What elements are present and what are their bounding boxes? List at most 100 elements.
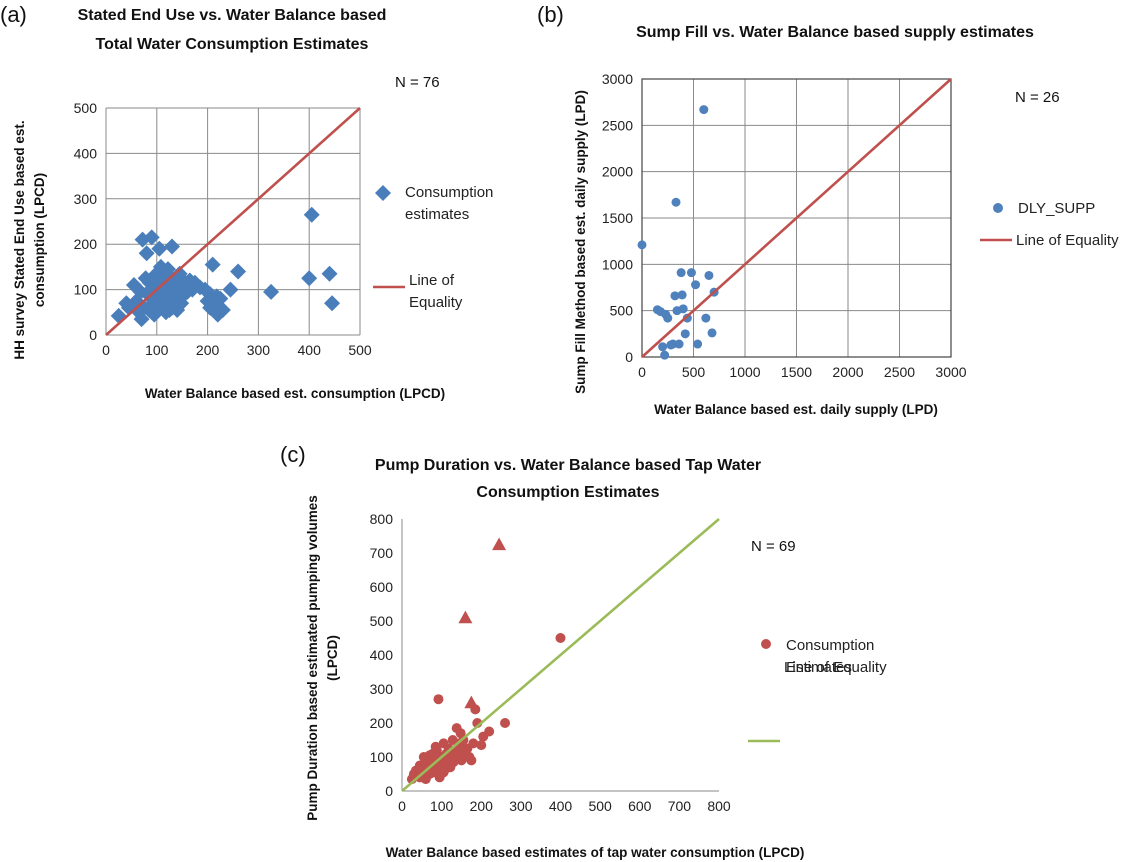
- data-point: [321, 265, 338, 282]
- y-tick-label: 2000: [602, 164, 633, 180]
- chart-title: Consumption Estimates: [476, 484, 659, 501]
- x-tick-label: 100: [430, 798, 454, 814]
- legend-label: Estimates: [786, 659, 852, 676]
- y-tick-label: 300: [74, 191, 98, 207]
- legend-marker-swatch: [761, 639, 771, 649]
- y-tick-label: 400: [370, 647, 394, 663]
- data-point: [652, 305, 662, 315]
- x-tick-label: 400: [549, 798, 573, 814]
- data-point: [199, 292, 216, 309]
- data-point-triangle: [458, 610, 473, 624]
- legend-marker-swatch: [375, 185, 391, 201]
- x-tick-label: 500: [682, 364, 706, 380]
- x-tick-label: 200: [470, 798, 494, 814]
- data-point: [704, 270, 714, 280]
- y-tick-label: 0: [89, 327, 97, 343]
- data-point: [663, 313, 673, 323]
- data-point: [686, 268, 696, 278]
- y-tick-label: 2500: [602, 117, 633, 133]
- sample-size-annotation: N = 76: [395, 74, 440, 91]
- y-tick-label: 500: [370, 613, 394, 629]
- data-point: [484, 726, 495, 737]
- data-point: [212, 290, 229, 307]
- chart-title: Pump Duration vs. Water Balance based Ta…: [375, 457, 761, 474]
- data-point: [204, 256, 221, 273]
- x-tick-label: 300: [247, 342, 271, 358]
- x-tick-label: 300: [509, 798, 533, 814]
- data-point: [446, 758, 457, 769]
- data-point: [677, 290, 687, 300]
- data-point: [693, 339, 703, 349]
- y-axis-label: consumption (LPCD): [32, 173, 47, 307]
- data-point: [180, 279, 197, 296]
- x-tick-label: 600: [628, 798, 652, 814]
- y-tick-label: 1000: [602, 256, 633, 272]
- chart-title: Sump Fill vs. Water Balance based supply…: [636, 24, 1034, 41]
- legend-label: Line of Equality: [1016, 232, 1119, 249]
- y-tick-label: 400: [74, 145, 98, 161]
- y-tick-label: 100: [74, 282, 98, 298]
- sample-size-annotation: N = 26: [1015, 89, 1060, 106]
- data-point: [680, 329, 690, 339]
- line-of-equality: [641, 78, 952, 358]
- data-point: [138, 245, 155, 262]
- data-point: [301, 270, 318, 287]
- panel-label: (b): [537, 2, 564, 27]
- data-point: [151, 240, 168, 257]
- chart-title: Stated End Use vs. Water Balance based: [78, 7, 387, 24]
- y-axis-label: Pump Duration based estimated pumping vo…: [305, 495, 320, 821]
- data-point: [701, 313, 711, 323]
- legend-label: Equality: [409, 294, 463, 311]
- y-tick-label: 700: [370, 545, 394, 561]
- x-axis-label: Water Balance based est. daily supply (L…: [654, 402, 938, 417]
- legend-label: Consumption: [786, 637, 874, 654]
- data-point: [214, 302, 231, 319]
- y-tick-label: 100: [370, 749, 394, 765]
- data-point: [658, 342, 668, 352]
- data-point: [420, 774, 431, 785]
- data-point: [133, 311, 150, 328]
- data-point: [438, 767, 449, 778]
- y-tick-label: 0: [625, 349, 633, 365]
- data-point: [476, 740, 487, 751]
- data-point: [670, 291, 680, 301]
- data-point: [132, 283, 149, 300]
- data-point: [671, 197, 681, 207]
- x-tick-label: 200: [196, 342, 220, 358]
- y-tick-label: 500: [610, 303, 634, 319]
- sample-size-annotation: N = 69: [751, 538, 796, 555]
- plot-frame: [641, 78, 952, 358]
- x-tick-label: 1000: [729, 364, 760, 380]
- data-point: [164, 238, 181, 255]
- data-point: [433, 694, 444, 705]
- data-point: [660, 350, 670, 360]
- line-of-equality: [105, 107, 361, 336]
- y-tick-label: 500: [74, 100, 98, 116]
- data-point: [500, 718, 511, 728]
- chart-panel-1: (a) Stated End Use vs. Water Balance base…: [0, 2, 493, 401]
- data-point: [222, 281, 239, 298]
- legend-label: estimates: [405, 206, 469, 223]
- x-tick-label: 0: [398, 798, 406, 814]
- data-point: [676, 268, 686, 278]
- data-point: [707, 328, 717, 338]
- x-tick-label: 2500: [884, 364, 915, 380]
- y-axis-label: Sump Fill Method based est. daily supply…: [573, 90, 588, 394]
- chart-panel-2: (b) Sump Fill vs. Water Balance based sup…: [537, 2, 1119, 417]
- y-tick-label: 1500: [602, 210, 633, 226]
- data-point: [668, 339, 678, 349]
- x-tick-label: 1500: [781, 364, 812, 380]
- data-point-triangle: [492, 537, 507, 551]
- x-tick-label: 0: [102, 342, 110, 358]
- data-point: [230, 263, 247, 280]
- line-of-equality: [401, 518, 720, 792]
- data-point: [691, 280, 701, 290]
- y-tick-label: 200: [370, 715, 394, 731]
- data-point-triangle: [464, 695, 479, 709]
- x-tick-label: 500: [348, 342, 372, 358]
- data-point: [324, 295, 341, 312]
- legend-label: Line of Equality: [784, 659, 887, 676]
- data-point: [637, 240, 647, 250]
- legend-label: Consumption: [405, 184, 493, 201]
